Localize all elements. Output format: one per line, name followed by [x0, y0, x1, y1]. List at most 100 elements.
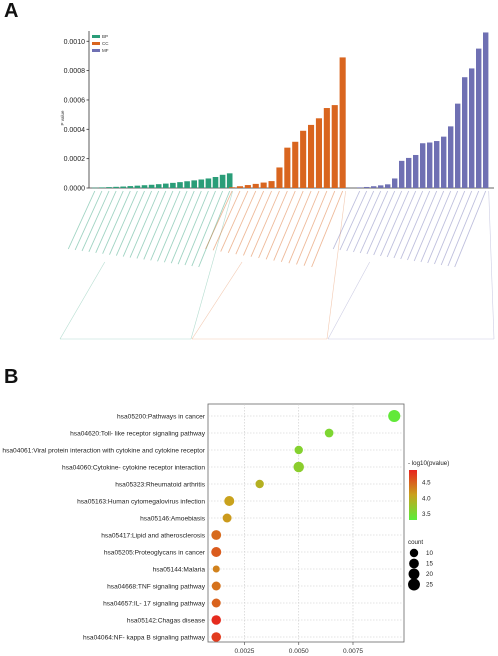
term-label-bp: [198, 190, 231, 268]
term-label-bp: [157, 190, 188, 262]
panel-a-letter: A: [4, 0, 18, 22]
data-point: [222, 513, 232, 523]
y-axis-ticks: 0.0000 0.0002 0.0004 0.0006 0.0008 0.0010: [64, 39, 89, 193]
y-tick-label: 0.0010: [64, 39, 86, 46]
y-tick-label: 0.0006: [64, 97, 86, 104]
bar-bp: [205, 178, 212, 188]
bar-bp: [163, 183, 169, 188]
legend: BP CC MF: [92, 34, 109, 53]
y-axis-label: P value: [60, 110, 65, 125]
term-label-cc: [273, 190, 304, 261]
legend-label-bp: BP: [102, 34, 108, 39]
bar-cc: [229, 187, 236, 188]
legend-swatch-bp: [92, 35, 100, 38]
color-tick-label: 4.0: [422, 495, 431, 502]
term-label-cc: [205, 190, 233, 250]
bar-cc: [268, 181, 275, 188]
data-point: [324, 428, 334, 438]
term-label-bp: [170, 190, 202, 264]
term-label-mf: [413, 190, 445, 262]
term-label-cc: [288, 190, 320, 264]
bar-bp: [212, 176, 219, 188]
term-label-mf: [420, 190, 452, 263]
bar-bp: [184, 181, 190, 188]
data-point: [211, 615, 222, 625]
term-label-mf: [407, 190, 438, 261]
bar-cc: [244, 185, 251, 188]
x-tick-label: 0.0050: [289, 648, 309, 655]
legend-label-mf: MF: [102, 48, 109, 53]
term-fan-guide: [327, 261, 370, 340]
bar-bp: [134, 185, 141, 188]
data-point: [255, 479, 264, 489]
pathway-label: hsa05144:Malaria: [153, 566, 206, 573]
term-label-mf: [366, 190, 396, 255]
bar-cc: [284, 147, 291, 188]
pathway-label: hsa05163:Human cytomegalovirus infection: [77, 498, 205, 505]
bar-bp: [191, 180, 197, 188]
bar-bp: [177, 182, 183, 188]
term-label-cc: [227, 190, 257, 254]
bar-cc: [252, 183, 259, 188]
term-label-bp: [191, 190, 224, 267]
pathway-label: hsa04061:Viral protein interaction with …: [2, 447, 205, 454]
term-label-cc: [220, 190, 249, 252]
term-label-mf: [434, 190, 466, 265]
y-tick-label: 0.0004: [64, 127, 86, 134]
bar-mf: [399, 160, 405, 188]
y-tick-label: 0.0008: [64, 68, 86, 75]
term-label-mf: [427, 190, 459, 264]
term-label-bp: [88, 190, 117, 253]
term-label-cc: [243, 190, 272, 256]
size-legend-dot: [408, 578, 420, 591]
term-label-bp: [115, 190, 145, 256]
bar-cc: [323, 108, 330, 188]
term-label-cc: [250, 190, 280, 257]
pathway-label: hsa05323:Rheumatoid arthritis: [115, 481, 206, 488]
pathway-label: hsa05200:Pathways in cancer: [117, 413, 206, 420]
term-fan-guide: [326, 190, 346, 340]
term-label-bp: [81, 190, 110, 252]
bar-bp: [127, 186, 134, 188]
term-fan-guide: [190, 190, 233, 340]
pathway-label: hsa04060:Cytokine- cytokine receptor int…: [62, 464, 205, 471]
term-label-bp: [143, 190, 174, 260]
bar-cc: [308, 124, 315, 188]
term-label-cc: [265, 190, 296, 260]
size-legend-label: 15: [426, 561, 433, 568]
y-tick-label: 0.0002: [64, 156, 86, 163]
bar-mf: [462, 77, 468, 188]
term-label-cc: [280, 190, 312, 263]
gridlines: [208, 404, 404, 642]
data-point: [211, 598, 221, 608]
bar-mf: [448, 126, 454, 188]
size-legend-title: count: [408, 539, 423, 546]
term-label-bp: [95, 190, 124, 253]
size-legend-dot: [409, 558, 419, 569]
term-label-mf: [440, 190, 473, 266]
bar-mf: [434, 141, 440, 188]
bar-mf: [406, 157, 412, 188]
bar-bp: [120, 186, 126, 188]
bar-mf: [469, 68, 475, 188]
term-label-mf: [380, 190, 410, 257]
bar-mf: [371, 186, 377, 188]
data-point: [294, 445, 303, 455]
plot-frame: [207, 403, 405, 643]
bar-bp: [99, 187, 105, 188]
term-label-bp: [102, 190, 131, 254]
term-label-bp: [163, 190, 195, 263]
bar-bp: [148, 184, 155, 188]
bar-mf: [420, 143, 426, 188]
term-label-cc: [235, 190, 265, 255]
points: [211, 409, 401, 642]
kegg-enrichment-dot-plot: hsa05200:Pathways in cancer hsa04620:Toll…: [2, 403, 449, 655]
term-label-bp: [129, 190, 160, 258]
color-legend-ticks: 3.5 4.0 4.5: [417, 480, 431, 518]
bar-bp: [226, 173, 233, 188]
data-point: [212, 565, 220, 573]
x-axis-ticks: 0.0025 0.0050 0.0075: [235, 642, 363, 655]
color-legend: - log10(pvalue) 3.5 4.0 4.5: [408, 460, 449, 520]
term-label-mf: [454, 190, 487, 268]
